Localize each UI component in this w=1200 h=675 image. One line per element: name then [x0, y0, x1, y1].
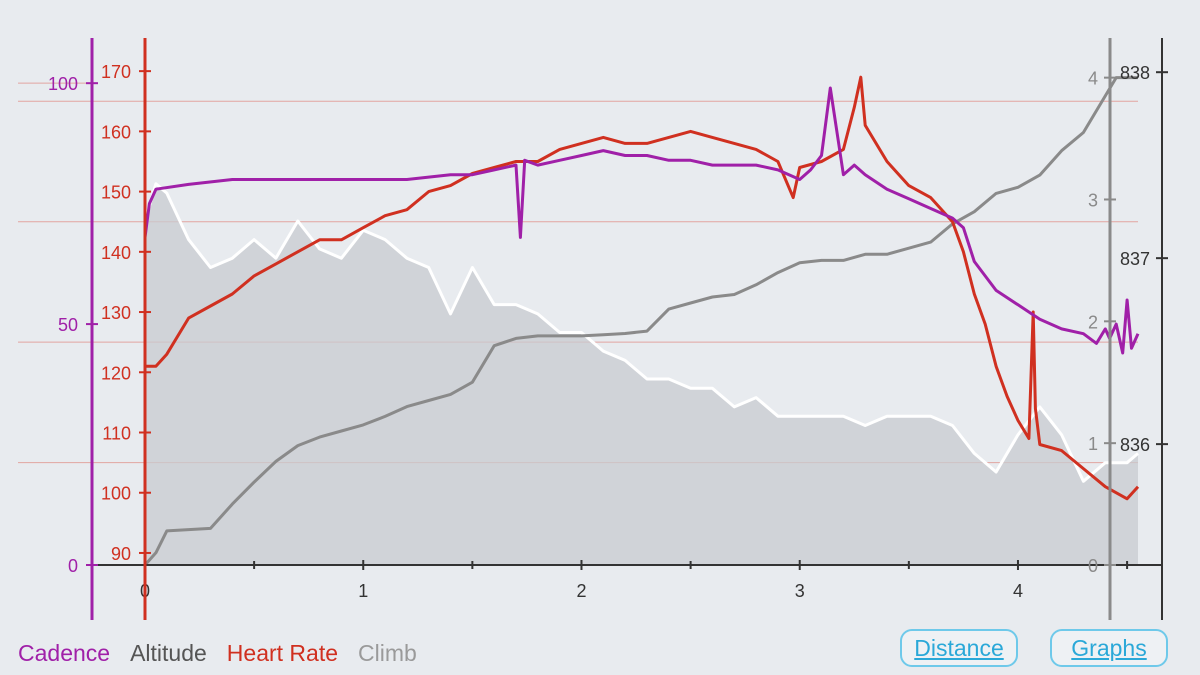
x-tick-label: 1 [358, 581, 368, 601]
x-tick-label: 3 [795, 581, 805, 601]
legend-cadence: Cadence [18, 640, 111, 666]
chart-legend: Cadence Altitude Heart Rate Climb [18, 640, 417, 667]
graphs-button[interactable]: Graphs [1050, 629, 1168, 667]
altitude-tick-label: 838 [1120, 63, 1150, 83]
altitude-line [143, 182, 1139, 483]
heart-rate-line [145, 75, 1140, 501]
climb-tick-label: 3 [1088, 190, 1098, 210]
cadence-tick-label: 0 [68, 556, 78, 576]
heart-rate-tick-label: 130 [101, 303, 131, 323]
heart-rate-tick-label: 170 [101, 62, 131, 82]
x-tick-label: 4 [1013, 581, 1023, 601]
cadence-tick-label: 100 [48, 74, 78, 94]
climb-tick-label: 1 [1088, 434, 1098, 454]
heart-rate-tick-label: 110 [102, 424, 131, 444]
legend-heart-rate: Heart Rate [226, 640, 339, 666]
climb-tick-label: 4 [1088, 69, 1098, 89]
heart-rate-tick-label: 90 [111, 544, 131, 564]
climb-line [143, 76, 1138, 566]
climb-tick-label: 2 [1088, 312, 1098, 332]
distance-button[interactable]: Distance [900, 629, 1018, 667]
cadence-line [143, 86, 1140, 355]
legend-climb: Climb [358, 640, 417, 666]
cadence-tick-label: 50 [58, 315, 78, 335]
legend-altitude: Altitude [130, 640, 207, 666]
heart-rate-tick-label: 100 [101, 484, 131, 504]
altitude-tick-label: 837 [1120, 249, 1150, 269]
heart-rate-tick-label: 120 [101, 363, 131, 383]
climb-tick-label: 0 [1088, 556, 1098, 576]
x-tick-label: 2 [576, 581, 586, 601]
heart-rate-tick-label: 140 [101, 243, 131, 263]
heart-rate-tick-label: 160 [101, 122, 131, 142]
altitude-tick-label: 836 [1120, 435, 1150, 455]
heart-rate-tick-label: 150 [101, 183, 131, 203]
